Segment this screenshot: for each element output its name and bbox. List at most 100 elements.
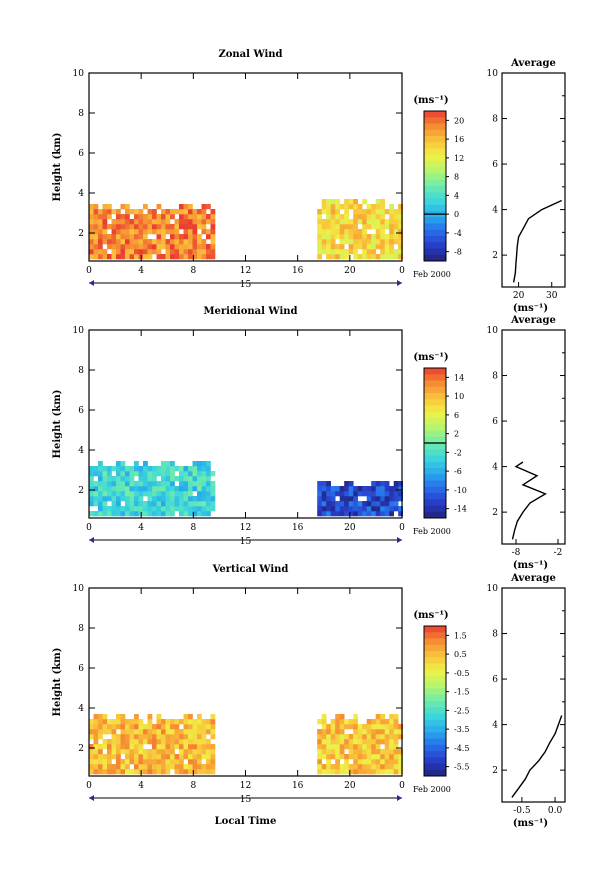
heatmap-cell [317,486,322,492]
heatmap-cell [174,496,180,502]
heatmap-cell [389,244,394,250]
heatmap-cell [170,466,175,472]
heatmap-cell [339,204,345,210]
heatmap-cell [138,209,144,215]
heatmap-cell [344,754,349,760]
colorbar-tick-label: -6 [454,467,462,476]
heatmap-cell [344,769,349,775]
heatmap-cell [210,209,216,215]
heatmap-cell [143,214,148,220]
heatmap-cell [102,744,108,750]
heatmap-cell [152,754,157,760]
heatmap-cell [197,496,202,502]
heatmap-cell [120,471,126,477]
heatmap-cell [366,729,372,735]
heatmap-cell [371,511,376,517]
heatmap-cell [89,719,94,725]
heatmap-cell [183,719,189,725]
heatmap-cell [362,724,367,730]
avg-y-tick-label: 6 [492,160,498,170]
heatmap-cell [206,719,211,725]
heatmap-cell [188,219,193,225]
heatmap-cell [183,214,189,220]
heatmap-cell [120,714,126,720]
heatmap-cell [174,466,180,472]
heatmap-cell [380,506,385,512]
heatmap-cell [393,254,399,260]
heatmap-cell [393,249,399,255]
heatmap-cell [321,496,327,502]
heatmap-cell [210,239,216,245]
heatmap-cell [335,234,340,240]
heatmap-cell [98,254,103,260]
heatmap-cell [371,724,376,730]
heatmap-cell [210,481,216,487]
heatmap-cell [348,739,354,745]
heatmap-cell [98,249,103,255]
heatmap-cell [389,724,394,730]
heatmap-cell [174,234,180,240]
heatmap-cell [393,486,399,492]
heatmap-cell [353,511,358,517]
heatmap-cell [398,759,403,765]
heatmap-cell [210,491,216,497]
heatmap-cell [317,759,322,765]
heatmap-cell [330,249,336,255]
heatmap-cell [120,481,126,487]
heatmap-cell [129,506,135,512]
heatmap-cell [353,229,358,235]
heatmap-cell [93,466,99,472]
heatmap-cell [393,744,399,750]
heatmap-cell [183,224,189,230]
heatmap-cell [380,234,385,240]
heatmap-cell [179,244,184,250]
heatmap-cell [344,511,349,517]
heatmap-cell [125,501,130,507]
heatmap-cell [197,729,202,735]
heatmap-cell [138,491,144,497]
heatmap-cell [129,744,135,750]
heatmap-cell [201,466,207,472]
heatmap-cell [125,491,130,497]
heatmap-cell [183,511,189,517]
heatmap-cell [111,734,117,740]
y-tick-label: 10 [73,69,85,79]
heatmap [89,461,403,517]
heatmap-cell [389,491,394,497]
heatmap-cell [321,204,327,210]
heatmap-cell [188,209,193,215]
heatmap-cell [321,486,327,492]
heatmap-cell [125,244,130,250]
heatmap-cell [335,724,340,730]
heatmap-cell [375,759,381,765]
heatmap-cell [116,234,121,240]
heatmap-cell [206,501,211,507]
heatmap-cell [93,239,99,245]
heatmap-cell [398,204,403,210]
heatmap-cell [317,511,322,517]
heatmap-cell [201,471,207,477]
heatmap-cell [89,254,94,260]
heatmap-cell [161,729,166,735]
heatmap-cell [143,729,148,735]
x-tick-label: 16 [292,266,304,276]
heatmap-cell [353,729,358,735]
heatmap-cell [188,754,193,760]
heatmap-cell [161,481,166,487]
heatmap-cell [357,749,363,755]
colorbar-swatch [424,111,446,118]
heatmap-cell [389,744,394,750]
heatmap-cell [326,491,331,497]
heatmap-cell [398,491,403,497]
heatmap-cell [393,481,399,487]
colorbar-swatch [424,198,446,206]
heatmap-cell [93,764,99,770]
heatmap-cell [335,224,340,230]
avg-x-tick-label: 30 [546,291,558,301]
heatmap-cell [89,244,94,250]
colorbar-tick-label: -0.5 [454,669,469,678]
heatmap-cell [129,724,135,730]
heatmap-cell [116,744,121,750]
colorbar-tick-label: -14 [454,505,467,514]
heatmap-cell [138,734,144,740]
